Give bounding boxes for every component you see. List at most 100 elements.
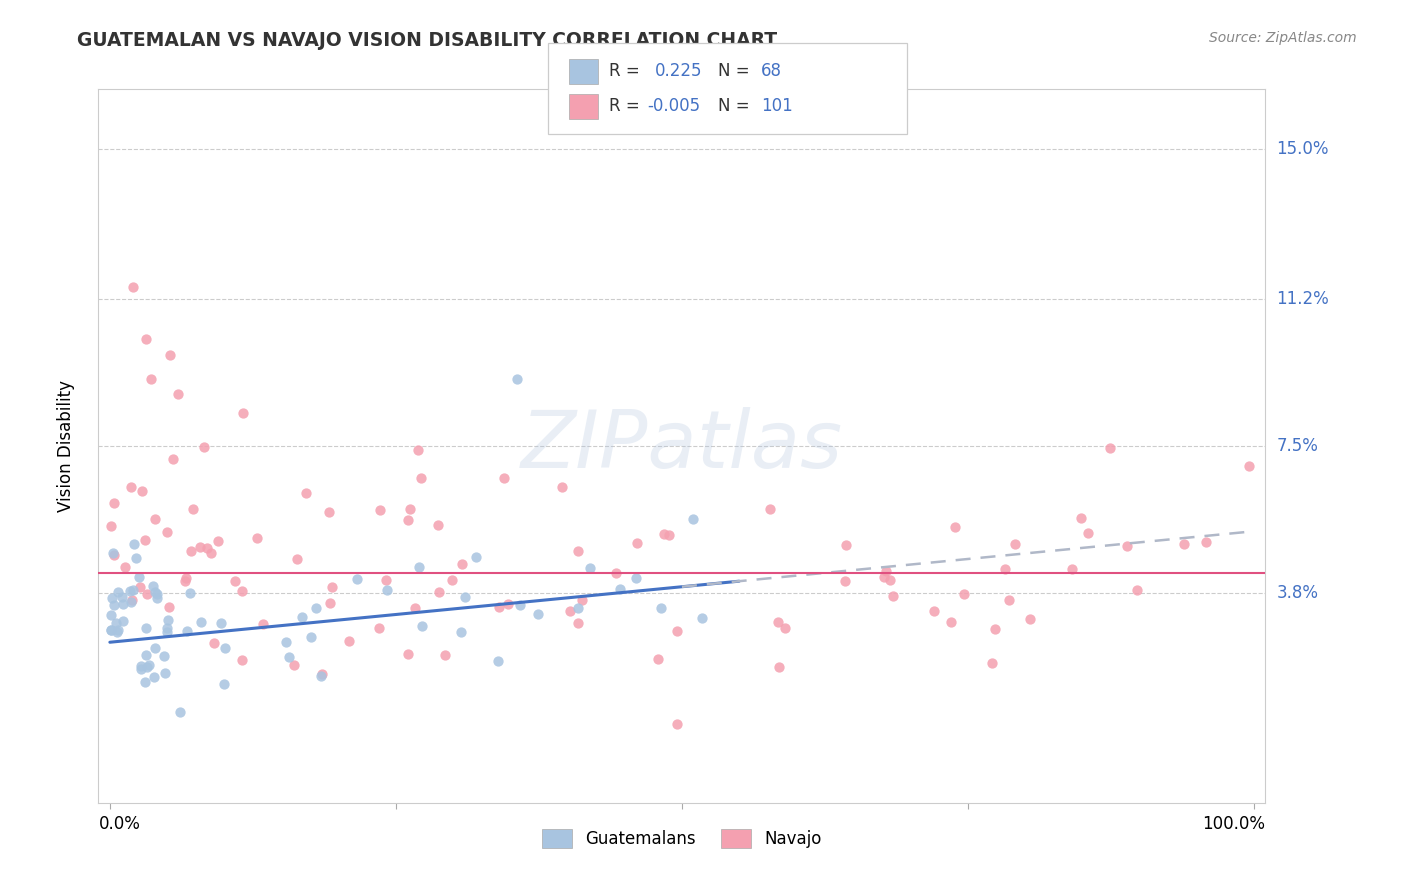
Point (875, 564, 897, 578)
Point (690, 611, 713, 625)
Point (122, 280, 145, 294)
Point (231, 584, 253, 599)
Point (433, 648, 456, 662)
Point (283, 658, 305, 673)
Point (202, 636, 225, 650)
Point (488, 599, 510, 614)
Point (571, 593, 593, 607)
Y-axis label: Vision Disability: Vision Disability (56, 380, 75, 512)
Point (135, 587, 157, 601)
Point (666, 716, 689, 731)
Point (427, 584, 450, 599)
Point (278, 650, 301, 665)
Point (465, 550, 488, 565)
Point (157, 599, 180, 614)
Point (1070, 511, 1092, 525)
Point (647, 652, 669, 666)
Point (551, 480, 574, 494)
Point (169, 705, 191, 719)
Text: N =: N = (718, 97, 749, 115)
Text: N =: N = (718, 62, 749, 80)
Point (1116, 539, 1139, 553)
Point (337, 633, 360, 648)
Point (318, 596, 340, 610)
Point (143, 511, 166, 525)
Point (107, 624, 129, 638)
Point (650, 601, 672, 615)
Point (103, 548, 125, 562)
Point (252, 616, 274, 631)
Point (141, 371, 163, 385)
Point (1195, 534, 1218, 549)
Point (159, 348, 181, 362)
Point (143, 585, 166, 599)
Point (100, 623, 122, 637)
Point (567, 600, 589, 615)
Point (246, 531, 269, 545)
Point (658, 527, 681, 541)
Text: ZIPatlas: ZIPatlas (520, 407, 844, 485)
Point (1099, 441, 1122, 455)
Point (498, 597, 520, 611)
Point (998, 593, 1021, 607)
Point (105, 625, 128, 640)
Point (111, 591, 134, 605)
Text: 11.2%: 11.2% (1277, 290, 1329, 309)
Point (454, 590, 477, 604)
Point (135, 332, 157, 346)
Point (426, 518, 449, 533)
Point (309, 669, 332, 683)
Point (152, 649, 174, 664)
Point (179, 586, 201, 600)
Point (609, 582, 631, 597)
Point (176, 571, 198, 585)
Point (408, 559, 430, 574)
Point (131, 484, 153, 499)
Point (1060, 562, 1083, 576)
Point (406, 442, 429, 457)
Point (450, 558, 472, 572)
Point (107, 584, 129, 599)
Point (146, 591, 169, 606)
Point (759, 501, 782, 516)
Point (773, 621, 796, 635)
Point (1019, 612, 1042, 626)
Point (450, 624, 472, 639)
Point (129, 659, 152, 673)
Point (124, 550, 146, 565)
Text: 3.8%: 3.8% (1277, 583, 1319, 602)
Point (321, 580, 343, 594)
Point (224, 574, 246, 589)
Point (197, 541, 219, 555)
Point (156, 524, 179, 539)
Point (879, 573, 901, 587)
Point (214, 641, 236, 656)
Point (100, 624, 122, 638)
Point (214, 677, 236, 691)
Point (1237, 459, 1260, 474)
Point (291, 610, 314, 624)
Point (980, 656, 1002, 670)
Point (162, 452, 184, 467)
Point (299, 630, 322, 644)
Text: 15.0%: 15.0% (1277, 140, 1329, 158)
Point (984, 622, 1007, 636)
Text: 0.225: 0.225 (655, 62, 703, 80)
Point (100, 519, 122, 533)
Point (112, 597, 135, 611)
Point (232, 406, 254, 420)
Point (396, 647, 419, 661)
Point (1077, 526, 1099, 541)
Point (666, 624, 689, 639)
Point (375, 583, 398, 598)
Point (103, 545, 125, 559)
Point (626, 536, 648, 550)
Text: Source: ZipAtlas.com: Source: ZipAtlas.com (1209, 31, 1357, 45)
Point (103, 496, 125, 510)
Point (1126, 583, 1149, 598)
Point (274, 634, 297, 648)
Text: R =: R = (609, 97, 640, 115)
Point (835, 538, 858, 552)
Point (193, 440, 215, 454)
Point (396, 513, 419, 527)
